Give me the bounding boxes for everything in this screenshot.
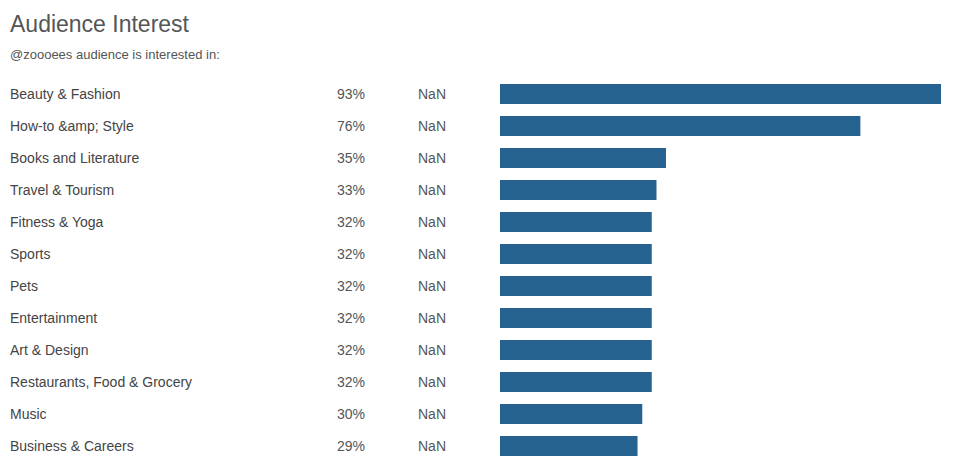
secondary-label: NaN — [418, 278, 446, 294]
title: Audience Interest — [10, 11, 190, 37]
bar — [500, 340, 652, 360]
secondary-label: NaN — [418, 182, 446, 198]
secondary-label: NaN — [418, 150, 446, 166]
value-label: 32% — [337, 246, 365, 262]
bars — [500, 84, 941, 456]
secondary-label: NaN — [418, 438, 446, 454]
value-label: 29% — [337, 438, 365, 454]
value-label: 30% — [337, 406, 365, 422]
bar — [500, 436, 638, 456]
bar — [500, 212, 652, 232]
secondary-label: NaN — [418, 86, 446, 102]
value-label: 32% — [337, 310, 365, 326]
value-label: 33% — [337, 182, 365, 198]
secondary-label: NaN — [418, 342, 446, 358]
secondary-label: NaN — [418, 246, 446, 262]
bar — [500, 148, 666, 168]
secondary-label: NaN — [418, 214, 446, 230]
value-label: 76% — [337, 118, 365, 134]
value-label: 32% — [337, 214, 365, 230]
bar — [500, 276, 652, 296]
bar — [500, 404, 642, 424]
category-label: Sports — [10, 246, 50, 262]
secondary-label: NaN — [418, 406, 446, 422]
category-label: Restaurants, Food & Grocery — [10, 374, 192, 390]
category-label: How-to &amp; Style — [10, 118, 134, 134]
value-label: 35% — [337, 150, 365, 166]
category-label: Beauty & Fashion — [10, 86, 121, 102]
bar — [500, 372, 652, 392]
labels: Beauty & Fashion 93% NaN How-to &amp; Style… — [10, 86, 446, 454]
category-label: Entertainment — [10, 310, 97, 326]
chart-svg: Audience Interest @zoooees audience is in… — [0, 0, 965, 462]
value-label: 32% — [337, 278, 365, 294]
secondary-label: NaN — [418, 374, 446, 390]
category-label: Pets — [10, 278, 38, 294]
secondary-label: NaN — [418, 310, 446, 326]
value-label: 32% — [337, 374, 365, 390]
bar — [500, 84, 941, 104]
bar — [500, 244, 652, 264]
value-label: 32% — [337, 342, 365, 358]
category-label: Business & Careers — [10, 438, 134, 454]
bar — [500, 308, 652, 328]
chart-root: Audience Interest @zoooees audience is in… — [0, 0, 965, 462]
value-label: 93% — [337, 86, 365, 102]
category-label: Art & Design — [10, 342, 89, 358]
secondary-label: NaN — [418, 118, 446, 134]
bar — [500, 180, 656, 200]
category-label: Fitness & Yoga — [10, 214, 104, 230]
subtitle: @zoooees audience is interested in: — [10, 47, 220, 62]
category-label: Music — [10, 406, 47, 422]
category-label: Travel & Tourism — [10, 182, 114, 198]
bar — [500, 116, 860, 136]
category-label: Books and Literature — [10, 150, 139, 166]
